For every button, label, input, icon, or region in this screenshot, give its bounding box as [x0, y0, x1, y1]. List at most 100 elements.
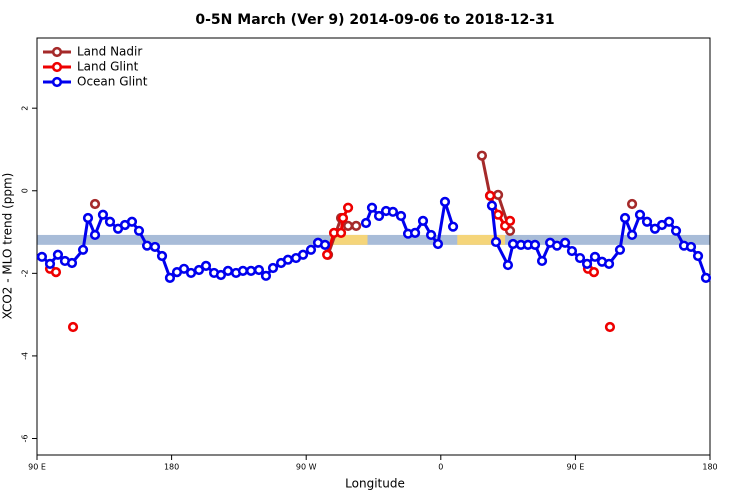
legend-marker — [51, 46, 63, 58]
data-point — [670, 225, 682, 236]
data-point — [237, 265, 249, 276]
data-point — [297, 249, 309, 260]
data-point — [67, 321, 79, 333]
y-tick-label: 2 — [21, 106, 30, 111]
data-point — [133, 225, 145, 236]
x-tick-label: 180 — [702, 463, 717, 472]
data-point — [588, 266, 600, 278]
data-point — [342, 220, 354, 231]
data-point — [337, 212, 349, 224]
data-point — [104, 216, 116, 227]
data-point — [178, 263, 190, 274]
data-point — [626, 198, 638, 210]
data-point — [604, 321, 616, 333]
data-point — [50, 266, 62, 278]
data-point — [82, 212, 94, 224]
data-point — [566, 245, 578, 257]
data-point — [322, 249, 333, 260]
y-tick-label: -2 — [21, 269, 30, 277]
data-point — [447, 221, 459, 232]
data-point — [185, 267, 197, 279]
data-point — [366, 202, 378, 213]
data-point — [507, 238, 519, 250]
data-point — [253, 264, 265, 276]
data-point — [417, 215, 429, 227]
data-point — [245, 265, 257, 276]
data-point — [614, 244, 626, 255]
data-point — [641, 216, 653, 227]
data-point — [44, 258, 56, 269]
data-point — [342, 202, 354, 213]
x-axis-label: Longitude — [345, 477, 405, 491]
x-tick-label: 90 W — [296, 463, 317, 472]
data-point — [395, 210, 407, 222]
chart-title: 0-5N March (Ver 9) 2014-09-06 to 2018-12… — [195, 12, 554, 28]
data-point — [492, 209, 504, 220]
data-point — [476, 150, 488, 161]
series-line — [50, 196, 610, 327]
data-point — [126, 216, 138, 227]
data-point — [603, 258, 615, 269]
legend-label: Land Glint — [77, 60, 139, 74]
data-point — [200, 260, 212, 272]
data-point — [305, 244, 317, 255]
data-point — [692, 250, 704, 262]
x-tick-label: 90 E — [567, 463, 585, 472]
data-point — [486, 200, 498, 211]
data-point — [619, 212, 631, 224]
legend-label: Land Nadir — [77, 45, 142, 59]
data-point — [335, 227, 347, 238]
data-point — [387, 206, 399, 217]
reference-band — [37, 234, 710, 245]
data-point — [502, 259, 514, 271]
data-point — [89, 198, 101, 210]
legend-marker — [51, 76, 63, 88]
data-point — [267, 262, 279, 274]
x-tick-label: 180 — [164, 463, 179, 472]
data-point — [581, 258, 593, 269]
data-point — [685, 241, 697, 253]
data-point — [97, 209, 109, 220]
data-point — [700, 272, 712, 283]
data-point — [156, 250, 168, 262]
data-point — [351, 220, 362, 231]
legend-label: Ocean Glint — [77, 75, 148, 89]
data-point — [492, 189, 504, 200]
data-point — [141, 240, 153, 251]
data-point — [373, 210, 385, 222]
data-point — [66, 257, 78, 269]
data-point — [559, 237, 571, 248]
data-point — [634, 209, 646, 220]
data-point — [626, 229, 638, 241]
data-point — [89, 229, 101, 241]
data-point — [222, 265, 234, 276]
data-point — [409, 227, 421, 238]
y-tick-label: 0 — [21, 188, 30, 193]
y-tick-label: -4 — [21, 352, 30, 360]
data-point — [425, 229, 437, 241]
legend-marker — [51, 61, 63, 73]
data-point — [551, 240, 563, 251]
x-tick-label: 90 E — [28, 463, 46, 472]
data-point — [77, 244, 89, 255]
y-axis-label: XCO2 - MLO trend (ppm) — [1, 173, 15, 320]
data-point — [36, 251, 48, 262]
data-point — [574, 252, 586, 264]
data-point — [485, 190, 496, 201]
data-point — [282, 254, 294, 265]
data-point — [193, 264, 205, 276]
highlight-region — [457, 234, 506, 245]
data-point — [260, 270, 272, 281]
data-point — [149, 241, 161, 253]
x-tick-label: 0 — [438, 463, 443, 472]
data-point — [319, 239, 331, 250]
data-point — [536, 255, 548, 267]
highlight-region — [330, 234, 368, 245]
plot-frame — [36, 37, 711, 456]
data-point — [504, 215, 516, 227]
y-tick-label: -6 — [21, 434, 30, 442]
data-point — [490, 236, 502, 248]
data-point — [439, 196, 451, 208]
data-point — [589, 251, 601, 262]
